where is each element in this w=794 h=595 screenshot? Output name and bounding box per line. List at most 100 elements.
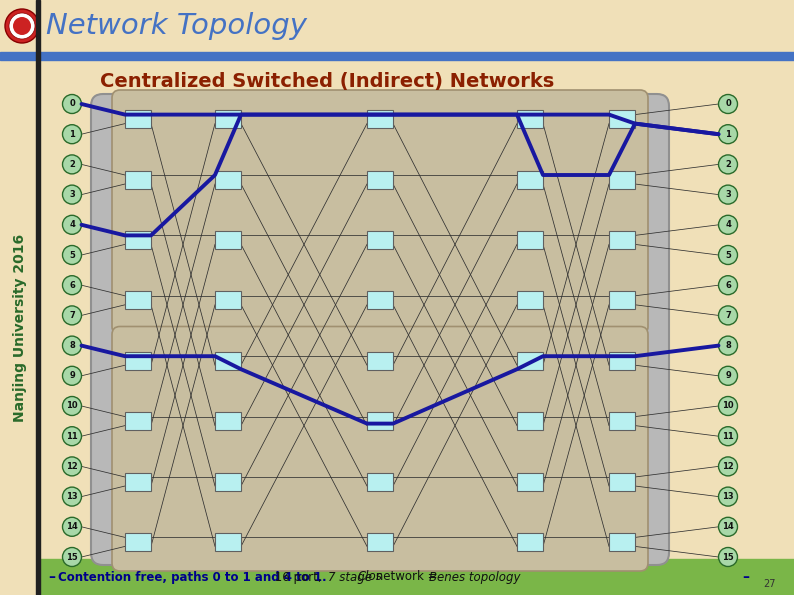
Circle shape [63, 155, 82, 174]
Text: Clos: Clos [357, 571, 383, 584]
Circle shape [719, 547, 738, 566]
Bar [367, 533, 393, 551]
Circle shape [63, 547, 82, 566]
Circle shape [719, 487, 738, 506]
Bar [215, 412, 241, 430]
Text: 13: 13 [66, 492, 78, 501]
Text: 3: 3 [69, 190, 75, 199]
Bar [125, 110, 151, 128]
Text: 7 stage: 7 stage [329, 571, 376, 584]
Bar [215, 533, 241, 551]
Circle shape [63, 517, 82, 536]
Circle shape [719, 95, 738, 114]
Bar [517, 352, 543, 369]
Text: Benes topology: Benes topology [430, 571, 521, 584]
Bar [609, 231, 635, 249]
Circle shape [9, 13, 35, 39]
Bar [367, 110, 393, 128]
Bar [609, 533, 635, 551]
Text: 1: 1 [725, 130, 731, 139]
Circle shape [719, 306, 738, 325]
Circle shape [719, 275, 738, 295]
Text: 9: 9 [725, 371, 730, 380]
Text: 15: 15 [722, 553, 734, 562]
Bar [36, 0, 40, 595]
Bar [609, 352, 635, 369]
Bar [609, 412, 635, 430]
Circle shape [63, 396, 82, 415]
Bar [125, 533, 151, 551]
Circle shape [719, 427, 738, 446]
Text: 0: 0 [69, 99, 75, 108]
Bar [125, 352, 151, 369]
Text: 12: 12 [66, 462, 78, 471]
Bar [215, 472, 241, 490]
Bar [517, 231, 543, 249]
Text: –: – [742, 570, 749, 584]
Circle shape [719, 155, 738, 174]
Circle shape [63, 336, 82, 355]
Bar [215, 171, 241, 189]
Bar [215, 292, 241, 309]
Text: –: – [48, 570, 55, 584]
Bar [367, 472, 393, 490]
Text: 10: 10 [723, 402, 734, 411]
Text: 14: 14 [722, 522, 734, 531]
Text: network =: network = [372, 571, 441, 584]
Text: 13: 13 [723, 492, 734, 501]
Text: 6: 6 [725, 281, 731, 290]
Bar [517, 171, 543, 189]
Circle shape [719, 215, 738, 234]
Text: 2: 2 [725, 160, 731, 169]
Circle shape [719, 367, 738, 386]
Bar [517, 472, 543, 490]
Circle shape [63, 95, 82, 114]
Bar [125, 472, 151, 490]
Bar [517, 110, 543, 128]
Circle shape [5, 9, 39, 43]
Text: 5: 5 [69, 250, 75, 259]
Text: 8: 8 [69, 341, 75, 350]
Bar [609, 472, 635, 490]
FancyBboxPatch shape [112, 327, 648, 571]
Circle shape [13, 17, 31, 35]
Text: 12: 12 [722, 462, 734, 471]
Text: 2: 2 [69, 160, 75, 169]
Circle shape [719, 517, 738, 536]
Circle shape [63, 275, 82, 295]
Text: 10: 10 [66, 402, 78, 411]
FancyBboxPatch shape [91, 94, 669, 565]
Bar [0, 52, 794, 60]
Bar [517, 412, 543, 430]
Bar [609, 292, 635, 309]
Bar [367, 412, 393, 430]
Text: 4: 4 [69, 220, 75, 229]
Text: 15: 15 [66, 553, 78, 562]
Circle shape [63, 215, 82, 234]
Text: 9: 9 [69, 371, 75, 380]
Text: 5: 5 [725, 250, 731, 259]
Circle shape [719, 457, 738, 476]
Bar [0, 0, 794, 52]
Bar [367, 292, 393, 309]
Text: Centralized Switched (Indirect) Networks: Centralized Switched (Indirect) Networks [100, 73, 554, 92]
Bar [40, 559, 794, 595]
Text: 1: 1 [69, 130, 75, 139]
Text: 6: 6 [69, 281, 75, 290]
FancyBboxPatch shape [112, 90, 648, 334]
Text: Network Topology: Network Topology [46, 12, 307, 40]
Bar [367, 231, 393, 249]
Text: 0: 0 [725, 99, 730, 108]
Text: 14: 14 [66, 522, 78, 531]
Circle shape [719, 246, 738, 265]
Circle shape [63, 367, 82, 386]
Text: 27: 27 [764, 579, 776, 589]
Circle shape [63, 185, 82, 204]
Bar [215, 231, 241, 249]
Bar [215, 110, 241, 128]
Bar [215, 352, 241, 369]
Circle shape [63, 457, 82, 476]
Bar [609, 171, 635, 189]
Text: 11: 11 [722, 432, 734, 441]
Text: 7: 7 [725, 311, 730, 320]
